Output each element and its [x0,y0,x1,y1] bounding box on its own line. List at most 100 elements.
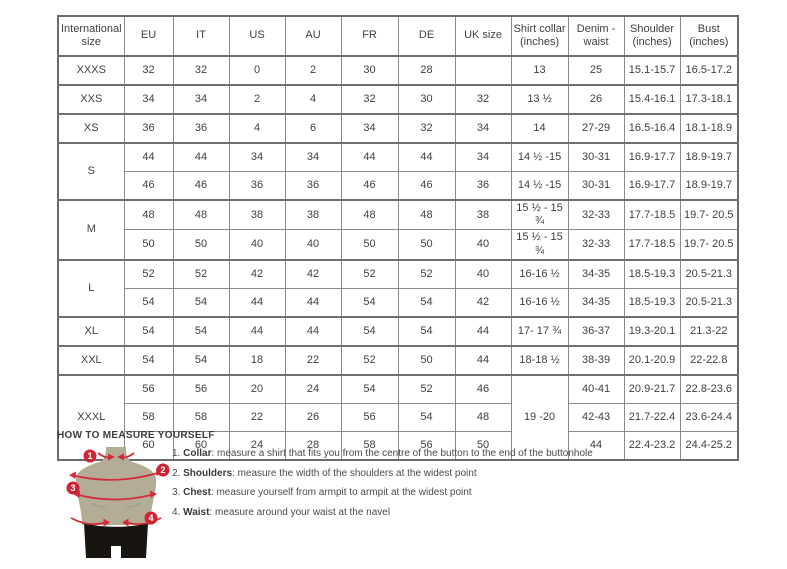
table-cell: XL [57,315,125,347]
table-cell: 58 [172,402,230,432]
table-cell: 16.9-17.7 [623,142,681,172]
badge-2-circle [156,463,170,477]
table-cell: 44 [284,315,342,347]
table-row: 54 54 44 44 54 54 42 16-16 ½ 34-35 18.5-19.3 20.5-… [58,287,739,318]
table-cell: 36-37 [567,315,625,347]
table-cell: 34 [454,142,512,172]
table-cell: 32 [123,55,174,86]
table-cell: 58 [123,402,174,432]
table-cell: 13 [510,55,569,86]
waist-arrow-right-icon [103,518,110,527]
table-cell: 27-29 [567,113,625,144]
table-cell: 54 [172,344,230,376]
mannequin-shorts [84,523,148,558]
chest-arrow-left-icon [73,490,80,498]
table-cell: 22 [284,344,342,376]
table-cell: 34 [284,142,342,172]
table-cell: 52 [397,258,456,289]
table-cell: 21.3-22 [679,315,739,347]
step-number: 2. [172,467,184,479]
measure-step-4: 4. Waist: measure around your waist at t… [172,507,732,518]
badge-3-circle [66,481,80,495]
table-row: L 52 52 42 42 52 52 40 16-16 ½ 34-35 18.5-19.3 20.5… [57,258,739,318]
column-header: Denim - waist [567,15,625,57]
measure-step-3: 3. Chest: measure yourself from armpit t… [172,487,732,498]
step-label: Shoulders [183,467,233,479]
table-cell: 52 [340,258,399,289]
table-cell: 54 [397,287,456,318]
table-cell: 30 [397,84,456,115]
table-cell: 48 [340,199,399,231]
table-cell: 48 [172,199,230,231]
table-cell: 52 [172,258,230,289]
table-row: 60 60 24 28 58 56 50 44 22.4-23.2 24.4-25.2 [58,430,739,461]
table-cell: 54 [397,402,456,432]
table-cell: 15 ½ - 15 ¾ [510,199,569,231]
table-cell: 13 ½ [510,84,569,115]
table-cell: 42-43 [567,402,625,432]
table-cell: 34 [454,113,512,144]
table-cell: 40 [284,229,342,261]
table-cell: 32-33 [567,199,625,231]
table-cell: 38 [454,199,512,231]
chest-measure-line [74,493,156,501]
table-cell: 50 [454,430,512,461]
table-cell: 0 [228,55,286,86]
step-label: Waist [183,506,210,518]
table-row: 46 46 36 36 46 46 36 14 ½ -15 30-31 16.9-17.7 18.9… [58,171,739,201]
table-cell: XXXS [57,55,125,86]
table-cell: 20.5-21.3 [679,258,739,289]
table-cell: 44 [567,430,625,461]
table-cell: 30-31 [567,142,625,172]
badge-4-number: 4 [148,513,153,523]
table-cell: 40-41 [567,373,625,404]
table-cell: 46 [123,171,174,201]
table-cell: 50 [397,344,456,376]
step-label: Collar [183,448,212,459]
table-cell: 6 [284,113,342,144]
table-cell: 16.5-16.4 [623,113,681,144]
table-cell: 34-35 [567,287,625,318]
table-cell: 20 [228,373,286,404]
table-cell: 15.4-16.1 [623,84,681,115]
table-cell: 52 [123,258,174,289]
table-row: XL 54 54 44 44 54 54 44 17- 17 ¾ 36-37 19.3-20.1 21… [57,315,739,347]
table-cell: 50 [397,229,456,261]
measure-lines [70,452,162,526]
table-cell: 18.5-19.3 [623,258,681,289]
table-cell: 44 [284,287,342,318]
table-cell: 46 [340,171,399,201]
column-header: US [228,15,286,57]
table-cell: XXXL [57,373,125,461]
column-header: Shirt collar (inches) [510,15,569,57]
table-cell: 50 [340,229,399,261]
table-cell: 44 [228,287,286,318]
table-cell: 44 [123,142,174,172]
table-cell: 40 [454,229,512,261]
table-cell: 54 [172,315,230,347]
table-cell: 38 [284,199,342,231]
table-cell: L [57,258,125,318]
step-number: 4. [172,506,184,518]
table-cell: 48 [123,199,174,231]
shoulder-measure-line [70,471,162,481]
table-cell: 46 [454,373,512,404]
table-cell: 4 [228,113,286,144]
column-header: UK size [454,15,512,57]
table-cell: 52 [340,344,399,376]
table-cell: 48 [454,402,512,432]
measure-steps: 1. Collar: measure a shirt that fits you… [172,448,732,526]
table-cell: 54 [123,315,174,347]
collar-arrow-left-icon [117,453,124,461]
collar-arrow-right-icon [108,453,115,461]
table-cell: 36 [454,171,512,201]
column-header: Shoulder (inches) [623,15,681,57]
table-cell: 2 [228,84,286,115]
table-cell: 34 [172,84,230,115]
table-cell: 36 [172,113,230,144]
badge-2-number: 2 [160,465,165,475]
table-cell: 50 [123,229,174,261]
table-cell: 22 [228,402,286,432]
table-cell: 15.1-15.7 [623,55,681,86]
table-cell: 22.4-23.2 [623,430,681,461]
